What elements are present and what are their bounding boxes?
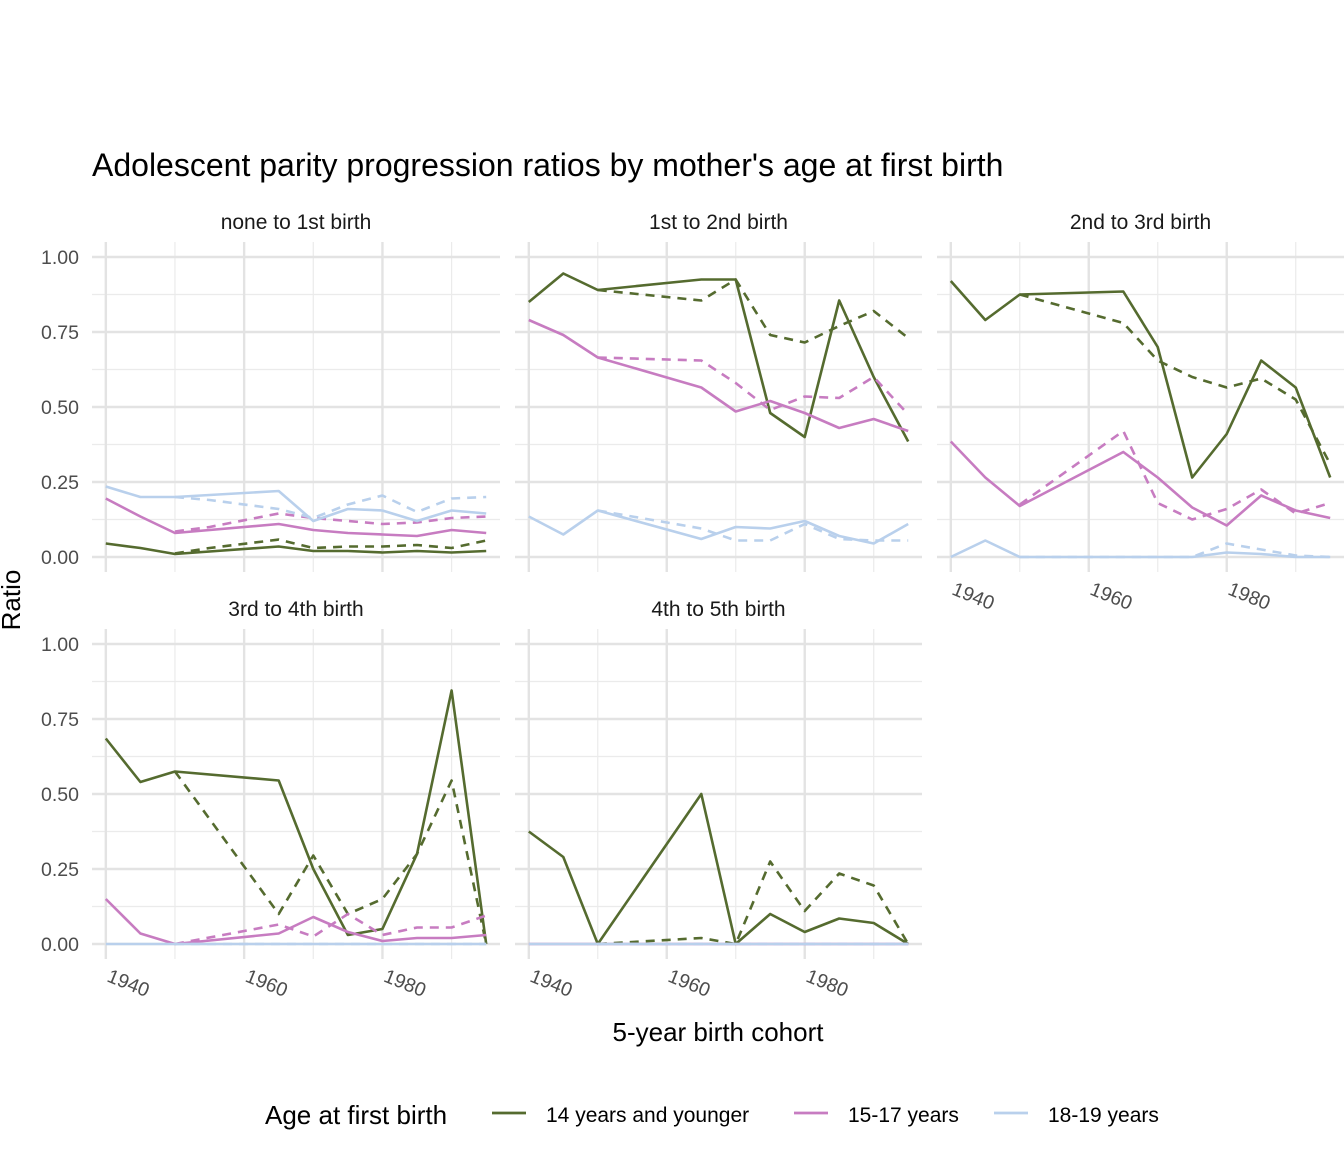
x-tick-label: 1940 [104,965,153,1002]
y-tick-label: 0.25 [41,859,79,881]
y-tick-label: 1.00 [41,634,79,656]
x-tick-label: 1980 [1225,578,1274,615]
series-line-14-years-and-younger-solid [949,280,1332,479]
y-tick-label: 0.00 [41,547,79,569]
panel-strip-label: 3rd to 4th birth [228,598,363,621]
panel-strip-label: 2nd to 3rd birth [1070,211,1211,234]
panel-4th-to-5th-birth: 4th to 5th birth 1940 1960 1980 [515,598,922,1002]
series-line-18-19-years-dashed [1019,542,1331,559]
legend-label-15-17-years: 15-17 years [848,1104,959,1127]
y-axis-label: Ratio [0,570,26,631]
panel-strip-label: none to 1st birth [221,211,372,234]
panel-2nd-to-3rd-birth: 2nd to 3rd birth 1940 1960 1980 [937,211,1344,615]
series-line-14-years-and-younger-solid [104,689,488,945]
x-tick-label: 1960 [665,965,714,1002]
legend-title: Age at first birth [265,1100,447,1130]
series-line-14-years-and-younger-solid [528,792,909,946]
series-line-15-17-years-solid [528,318,909,433]
x-axis-label: 5-year birth cohort [613,1017,825,1047]
series-line-14-years-and-younger-solid [527,272,910,443]
x-tick-label: 1980 [381,965,430,1002]
series-line-14-years-and-younger-solid [105,542,487,556]
panel-strip-label: 4th to 5th birth [651,598,785,621]
y-tick-label: 0.00 [41,934,79,956]
panels-group: none to 1st birth 0.00 0.25 0.50 0.75 1.00 1st… [41,211,1344,1002]
series-line-14-years-and-younger-dashed [173,770,488,945]
x-tick-label: 1980 [803,965,852,1002]
legend: Age at first birth 14 years and younger 1… [265,1100,1159,1130]
series-line-15-17-years-dashed [174,912,487,946]
series-line-15-17-years-solid [104,898,487,946]
panel-1st-to-2nd-birth: 1st to 2nd birth [515,211,922,572]
chart-title: Adolescent parity progression ratios by … [92,147,1003,183]
series-line-15-17-years-dashed [1019,429,1331,521]
series-line-15-17-years-solid [949,440,1331,527]
panel-strip-label: 1st to 2nd birth [649,211,788,234]
x-tick-label: 1940 [527,965,576,1002]
y-tick-label: 0.75 [41,709,79,731]
panel-none-to-1st-birth: none to 1st birth 0.00 0.25 0.50 0.75 1.00 [41,211,500,572]
series-line-14-years-and-younger-dashed [597,860,910,946]
y-tick-label: 0.25 [41,472,79,494]
series-line-15-17-years-solid [105,497,487,538]
legend-label-18-19-years: 18-19 years [1048,1104,1159,1127]
x-tick-label: 1940 [949,578,998,615]
series-line-15-17-years-dashed [597,356,910,416]
legend-label-14-years-and-younger: 14 years and younger [546,1104,749,1127]
y-tick-label: 0.75 [41,322,79,344]
series-line-18-19-years-solid [528,509,909,545]
x-tick-label: 1960 [242,965,291,1002]
y-tick-label: 1.00 [41,247,79,269]
series-line-14-years-and-younger-dashed [597,278,910,344]
series-line-14-years-and-younger-dashed [1019,293,1332,465]
series-line-18-19-years-dashed [174,494,487,520]
y-tick-label: 0.50 [41,397,79,419]
panel-3rd-to-4th-birth: 3rd to 4th birth 0.00 0.25 0.50 0.75 1.00 1940… [41,598,500,1002]
series-line-18-19-years-solid [105,485,487,523]
x-tick-label: 1960 [1087,578,1136,615]
y-tick-label: 0.50 [41,784,79,806]
series-line-18-19-years-dashed [597,509,909,542]
series-line-18-19-years-solid [950,539,1331,559]
